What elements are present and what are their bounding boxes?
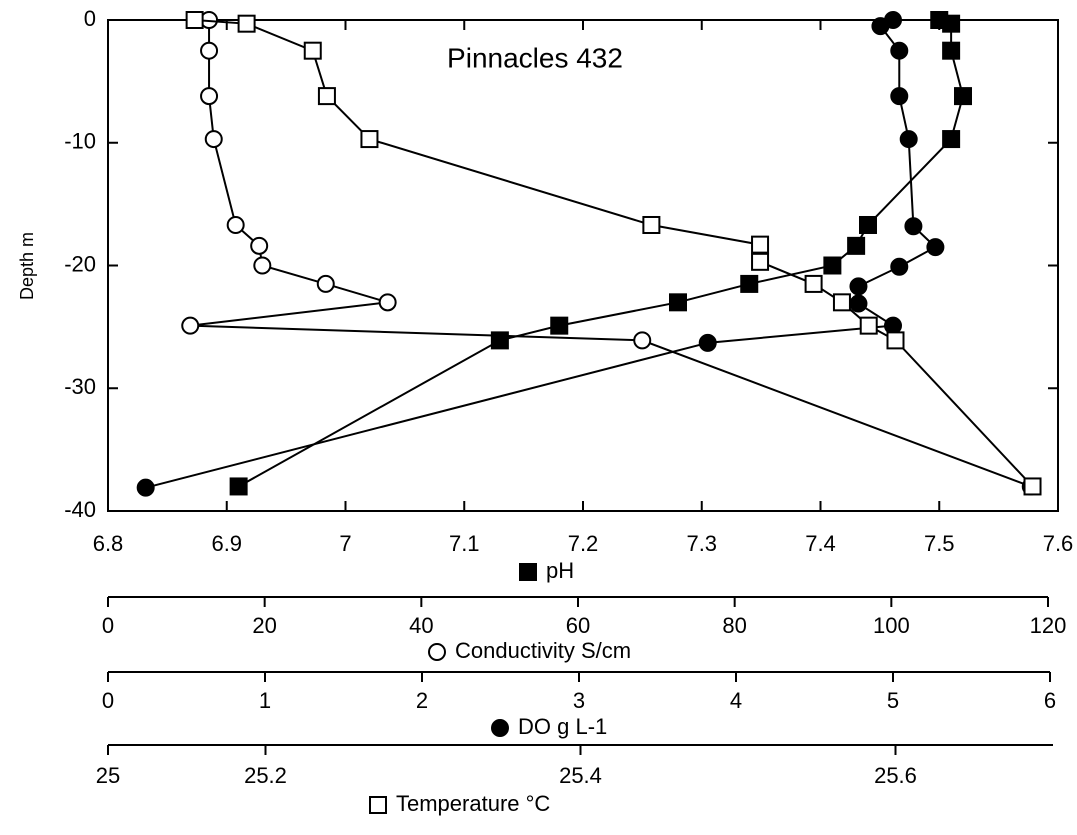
x-tick-label: 25.2 [244, 763, 287, 788]
data-point [642, 215, 661, 234]
data-point [904, 217, 923, 236]
x-tick-label: 7.1 [449, 531, 480, 556]
plot-frame [107, 19, 1059, 512]
data-point [942, 130, 961, 149]
data-point [899, 130, 918, 149]
data-point [378, 293, 397, 312]
legend-marker [428, 643, 446, 661]
data-point [181, 316, 200, 335]
y-tick-label: -30 [64, 374, 96, 399]
data-point [226, 215, 245, 234]
data-point [669, 293, 687, 312]
data-point [250, 236, 269, 255]
data-point [200, 41, 219, 60]
x-tick-label: 7.4 [805, 531, 836, 556]
data-point [751, 252, 770, 271]
x-tick-label: 1 [259, 688, 271, 713]
series-line [145, 19, 938, 489]
x-tick-label: 7.2 [568, 531, 599, 556]
x-tick-label: 0 [102, 688, 114, 713]
data-point [253, 256, 272, 275]
data-point [200, 87, 219, 106]
x-tick-label: 100 [873, 613, 910, 638]
data-point [849, 294, 868, 313]
y-tick-label: -10 [64, 129, 96, 154]
legend-marker [519, 563, 537, 581]
data-point [633, 331, 652, 350]
x-tick-label: 0 [102, 613, 114, 638]
data-point [859, 316, 878, 335]
x-tick-label: 4 [730, 688, 742, 713]
x-tick-label: 20 [252, 613, 276, 638]
data-point [204, 130, 223, 149]
x-tick-label: 7.5 [924, 531, 955, 556]
data-point [926, 238, 945, 257]
x-tick-label: 6 [1044, 688, 1056, 713]
x-tick-label: 3 [573, 688, 585, 713]
x-tick-label: 7.6 [1043, 531, 1074, 556]
data-point [884, 316, 902, 335]
y-tick-label: -40 [64, 497, 96, 522]
x-tick-label: 120 [1030, 613, 1067, 638]
x-tick-label: 40 [409, 613, 433, 638]
data-point [550, 316, 569, 335]
x-tick-label: 80 [722, 613, 746, 638]
x-tick-label: 60 [566, 613, 590, 638]
x-tick-label: 25.6 [874, 763, 917, 788]
data-point [360, 130, 379, 149]
data-point [740, 274, 759, 293]
data-point [698, 333, 717, 352]
legend-label: Conductivity S/cm [455, 638, 631, 663]
data-point [1023, 477, 1042, 496]
data-point [303, 41, 322, 60]
x-tick-label: 2 [416, 688, 428, 713]
y-axis-label: Depth m [17, 232, 37, 300]
x-tick-label: 7 [339, 531, 351, 556]
data-point [847, 236, 866, 255]
x-tick-label: 6.9 [211, 531, 242, 556]
x-tick-label: 25.4 [559, 763, 602, 788]
data-point [849, 277, 868, 296]
data-point [229, 477, 248, 496]
legend-marker [369, 796, 387, 814]
data-point [751, 235, 770, 254]
data-point [317, 87, 336, 106]
x-tick-label: 7.3 [686, 531, 717, 556]
x-tick-label: 6.8 [93, 531, 124, 556]
data-point [942, 14, 961, 33]
data-point [871, 17, 890, 36]
data-point [890, 87, 909, 106]
legend-label: Temperature °C [396, 791, 550, 816]
data-point [859, 215, 877, 234]
data-point [136, 478, 155, 497]
data-point [942, 41, 961, 60]
data-point [890, 257, 909, 276]
data-point [890, 41, 909, 60]
data-point [316, 274, 335, 293]
legend-marker [491, 719, 509, 737]
data-point [954, 87, 972, 106]
data-point [804, 274, 823, 293]
y-tick-label: 0 [84, 6, 96, 31]
y-tick-label: -20 [64, 251, 96, 276]
legend-label: pH [546, 558, 574, 583]
data-point [823, 256, 842, 275]
x-tick-label: 5 [887, 688, 899, 713]
data-point [237, 14, 256, 33]
legend-label: DO g L-1 [518, 714, 607, 739]
data-point [886, 331, 905, 350]
x-tick-label: 25 [96, 763, 120, 788]
annotation: Pinnacles 432 [447, 42, 623, 73]
data-point [832, 293, 851, 312]
data-point [185, 11, 204, 29]
